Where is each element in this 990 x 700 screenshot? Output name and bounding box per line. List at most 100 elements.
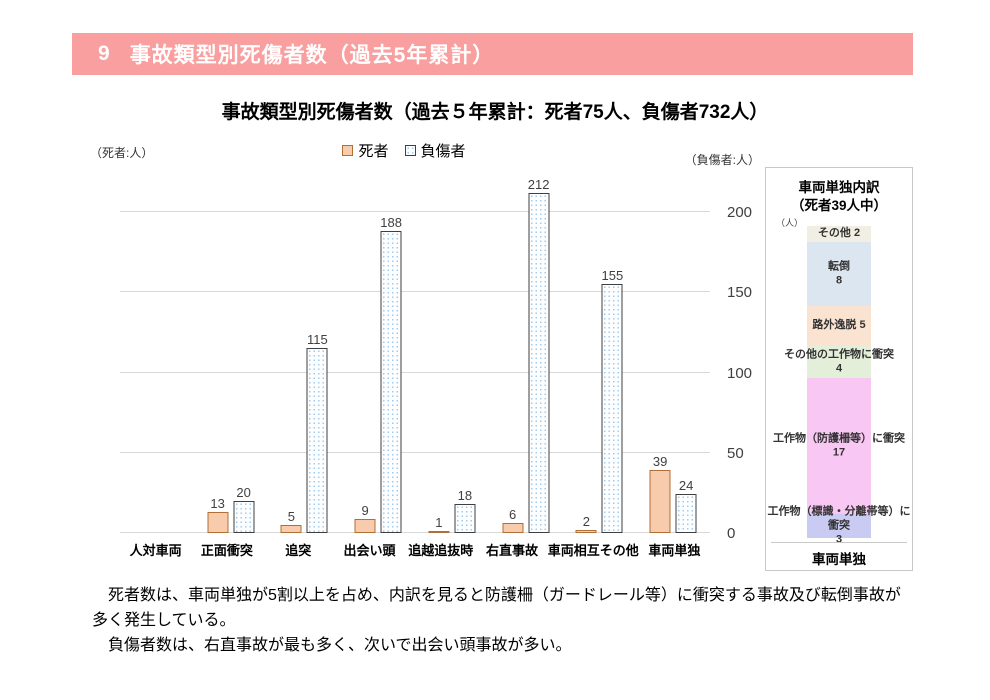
bar-pair-車両単独: 39 24 (649, 454, 697, 533)
segment-label-工作物（防護柵等）に衝突: 工作物（防護柵等）に衝突 17 (773, 432, 905, 458)
panel-unit-label: （人） (776, 218, 804, 228)
slot-出会い頭: 9 188 (341, 170, 415, 533)
slot-正面衝突: 13 20 (194, 170, 268, 533)
stacked-bar: その他 2 転倒 8 路外逸脱 5 その他の工作物に衝突 4 工作物（防護柵等）に衝突 17 工… (768, 226, 911, 545)
panel-title-line1: 車両単独内訳 (798, 180, 880, 195)
slot-人対車両 (120, 170, 194, 533)
bar-死者-車両単独: 39 (649, 454, 671, 533)
bar-死者-追越追抜時: 1 (428, 515, 450, 533)
bar-負傷者-追突: 115 (306, 332, 328, 533)
ytick-label-150: 150 (727, 284, 753, 302)
panel-title-line2: （死者39人中） (790, 198, 888, 214)
slot-右直事故: 6 212 (489, 170, 563, 533)
note-injured: 負傷者数は、右直事故が最も多く、次いで出会い頭事故が多い。 (92, 636, 572, 654)
category-label-追突: 追突 (285, 543, 312, 558)
bar-pair-追突: 5 115 (280, 332, 328, 533)
gridline-0 (120, 532, 710, 533)
category-label-正面衝突: 正面衝突 (200, 543, 253, 558)
bar-pair-出会い頭: 9 188 (354, 215, 402, 533)
segment-label-工作物（標識・分離帯等）に衝突: 工作物（標識・分離帯等）に衝突 3 (767, 505, 911, 545)
gridline-100 (120, 371, 710, 373)
bar-死者-右直事故: 6 (502, 507, 524, 533)
bar-value-負傷者-出会い頭: 188 (380, 215, 402, 231)
ytick-label-100: 100 (727, 364, 753, 382)
gridline-150 (120, 291, 710, 293)
bar-負傷者-車両単独: 24 (675, 478, 697, 533)
slot-車両相互その他: 2 155 (563, 170, 637, 533)
ytick-label-200: 200 (727, 204, 753, 221)
category-label-出会い頭: 出会い頭 (343, 543, 396, 558)
bar-value-負傷者-右直事故: 212 (527, 176, 550, 192)
segment-転倒: 転倒 8 (807, 242, 871, 306)
category-label-右直事故: 右直事故 (486, 543, 539, 558)
legend-label-deaths: 死者 (358, 143, 389, 160)
legend-item-deaths: 死者 (342, 140, 389, 161)
bar-value-死者-追越追抜時: 1 (435, 515, 443, 530)
deaths-swatch-icon (342, 145, 354, 156)
bar-value-負傷者-追越追抜時: 18 (457, 488, 473, 504)
note-deaths: 死者数は、車両単独が5割以上を占め、内訳を見ると防護柵（ガードレール等）に衝突す… (92, 587, 901, 629)
segment-label-その他の工作物に衝突: その他の工作物に衝突 4 (784, 348, 894, 374)
panel-title: 車両単独内訳 （死者39人中） (766, 179, 912, 215)
segment-その他: その他 2 (807, 226, 871, 242)
main-bar-chart: （死者:人） 死者 負傷者 （負傷者:人） 0 50 100 150 200 13 20 5 1… (88, 138, 760, 574)
segment-label-転倒: 転倒 8 (828, 260, 850, 286)
header-number: 9 (98, 42, 110, 65)
bar-value-死者-正面衝突: 13 (210, 496, 225, 512)
panel-axis-line (771, 542, 907, 543)
bar-負傷者-右直事故: 212 (528, 177, 549, 533)
bar-value-負傷者-車両相互その他: 155 (601, 268, 624, 284)
bar-負傷者-追越追抜時: 18 (454, 488, 476, 533)
category-label-人対車両: 人対車両 (129, 543, 182, 558)
chart-legend: 死者 負傷者 (88, 140, 720, 161)
category-label-車両相互その他: 車両相互その他 (547, 543, 639, 558)
category-label-追越追抜時: 追越追抜時 (408, 543, 474, 558)
right-axis-unit-label: （負傷者:人） (684, 153, 760, 167)
plot-area: 0 50 100 150 200 13 20 5 115 9 188 1 18 6 212 2 155 39 24 (120, 170, 752, 542)
slot-追越追抜時: 1 18 (415, 170, 489, 533)
bar-死者-正面衝突: 13 (207, 496, 229, 533)
category-axis: 人対車両 正面衝突 追突 出会い頭 追越追抜時 右直事故 車両相互その他 車両単独 (120, 540, 710, 559)
bar-value-死者-車両相互その他: 2 (582, 513, 590, 529)
gridline-200 (120, 211, 710, 212)
slot-追突: 5 115 (268, 170, 342, 533)
chart-title: 事故類型別死傷者数（過去５年累計：死者75人、負傷者732人） (221, 102, 769, 123)
header-title: 事故類型別死傷者数（過去5年累計） (129, 44, 495, 67)
bar-死者-出会い頭: 9 (354, 503, 376, 533)
bar-value-負傷者-車両単独: 24 (678, 478, 694, 494)
category-label-車両単独: 車両単独 (648, 543, 701, 558)
bar-value-負傷者-正面衝突: 20 (236, 484, 251, 500)
bar-pair-車両相互その他: 2 155 (575, 268, 623, 533)
bar-pair-右直事故: 6 212 (502, 177, 549, 533)
panel-category-label: 車両単独 (812, 552, 866, 567)
bar-死者-車両相互その他: 2 (575, 514, 597, 533)
segment-工作物（防護柵等）に衝突: 工作物（防護柵等）に衝突 17 (773, 378, 905, 514)
bar-value-負傷者-追突: 115 (307, 332, 328, 348)
bar-負傷者-車両相互その他: 155 (602, 268, 623, 533)
bar-負傷者-出会い頭: 188 (380, 215, 402, 533)
segment-その他の工作物に衝突: その他の工作物に衝突 4 (784, 346, 894, 378)
bar-死者-追突: 5 (280, 509, 302, 533)
header-banner: 9 事故類型別死傷者数（過去5年累計） (72, 33, 913, 75)
legend-item-injured: 負傷者 (404, 140, 466, 161)
summary-notes: 死者数は、車両単独が5割以上を占め、内訳を見ると防護柵（ガードレール等）に衝突す… (92, 584, 902, 658)
bar-pair-正面衝突: 13 20 (207, 485, 255, 533)
segment-label-路外逸脱: 路外逸脱 5 (812, 319, 866, 332)
bar-slots: 13 20 5 115 9 188 1 18 6 212 2 155 39 24 (120, 170, 710, 533)
vehicle-single-breakdown-panel: 車両単独内訳 （死者39人中） （人） その他 2 転倒 8 路外逸脱 5 その他の工作… (765, 167, 913, 571)
injured-swatch-icon (404, 145, 416, 156)
bar-value-死者-追突: 5 (287, 508, 295, 524)
ytick-label-50: 50 (727, 444, 744, 462)
segment-路外逸脱: 路外逸脱 5 (807, 306, 871, 346)
segment-label-その他: その他 2 (817, 227, 861, 240)
gridline-50 (120, 451, 710, 453)
segment-工作物（標識・分離帯等）に衝突: 工作物（標識・分離帯等）に衝突 3 (768, 505, 911, 545)
ytick-label-0: 0 (727, 525, 736, 542)
slot-車両単独: 39 24 (636, 170, 710, 533)
bar-負傷者-正面衝突: 20 (233, 485, 255, 533)
bar-value-死者-右直事故: 6 (509, 507, 517, 523)
legend-label-injured: 負傷者 (420, 143, 466, 160)
bar-value-死者-車両単独: 39 (652, 454, 668, 470)
left-axis-unit-label: （死者:人） (90, 146, 154, 160)
bar-pair-追越追抜時: 1 18 (428, 488, 476, 533)
